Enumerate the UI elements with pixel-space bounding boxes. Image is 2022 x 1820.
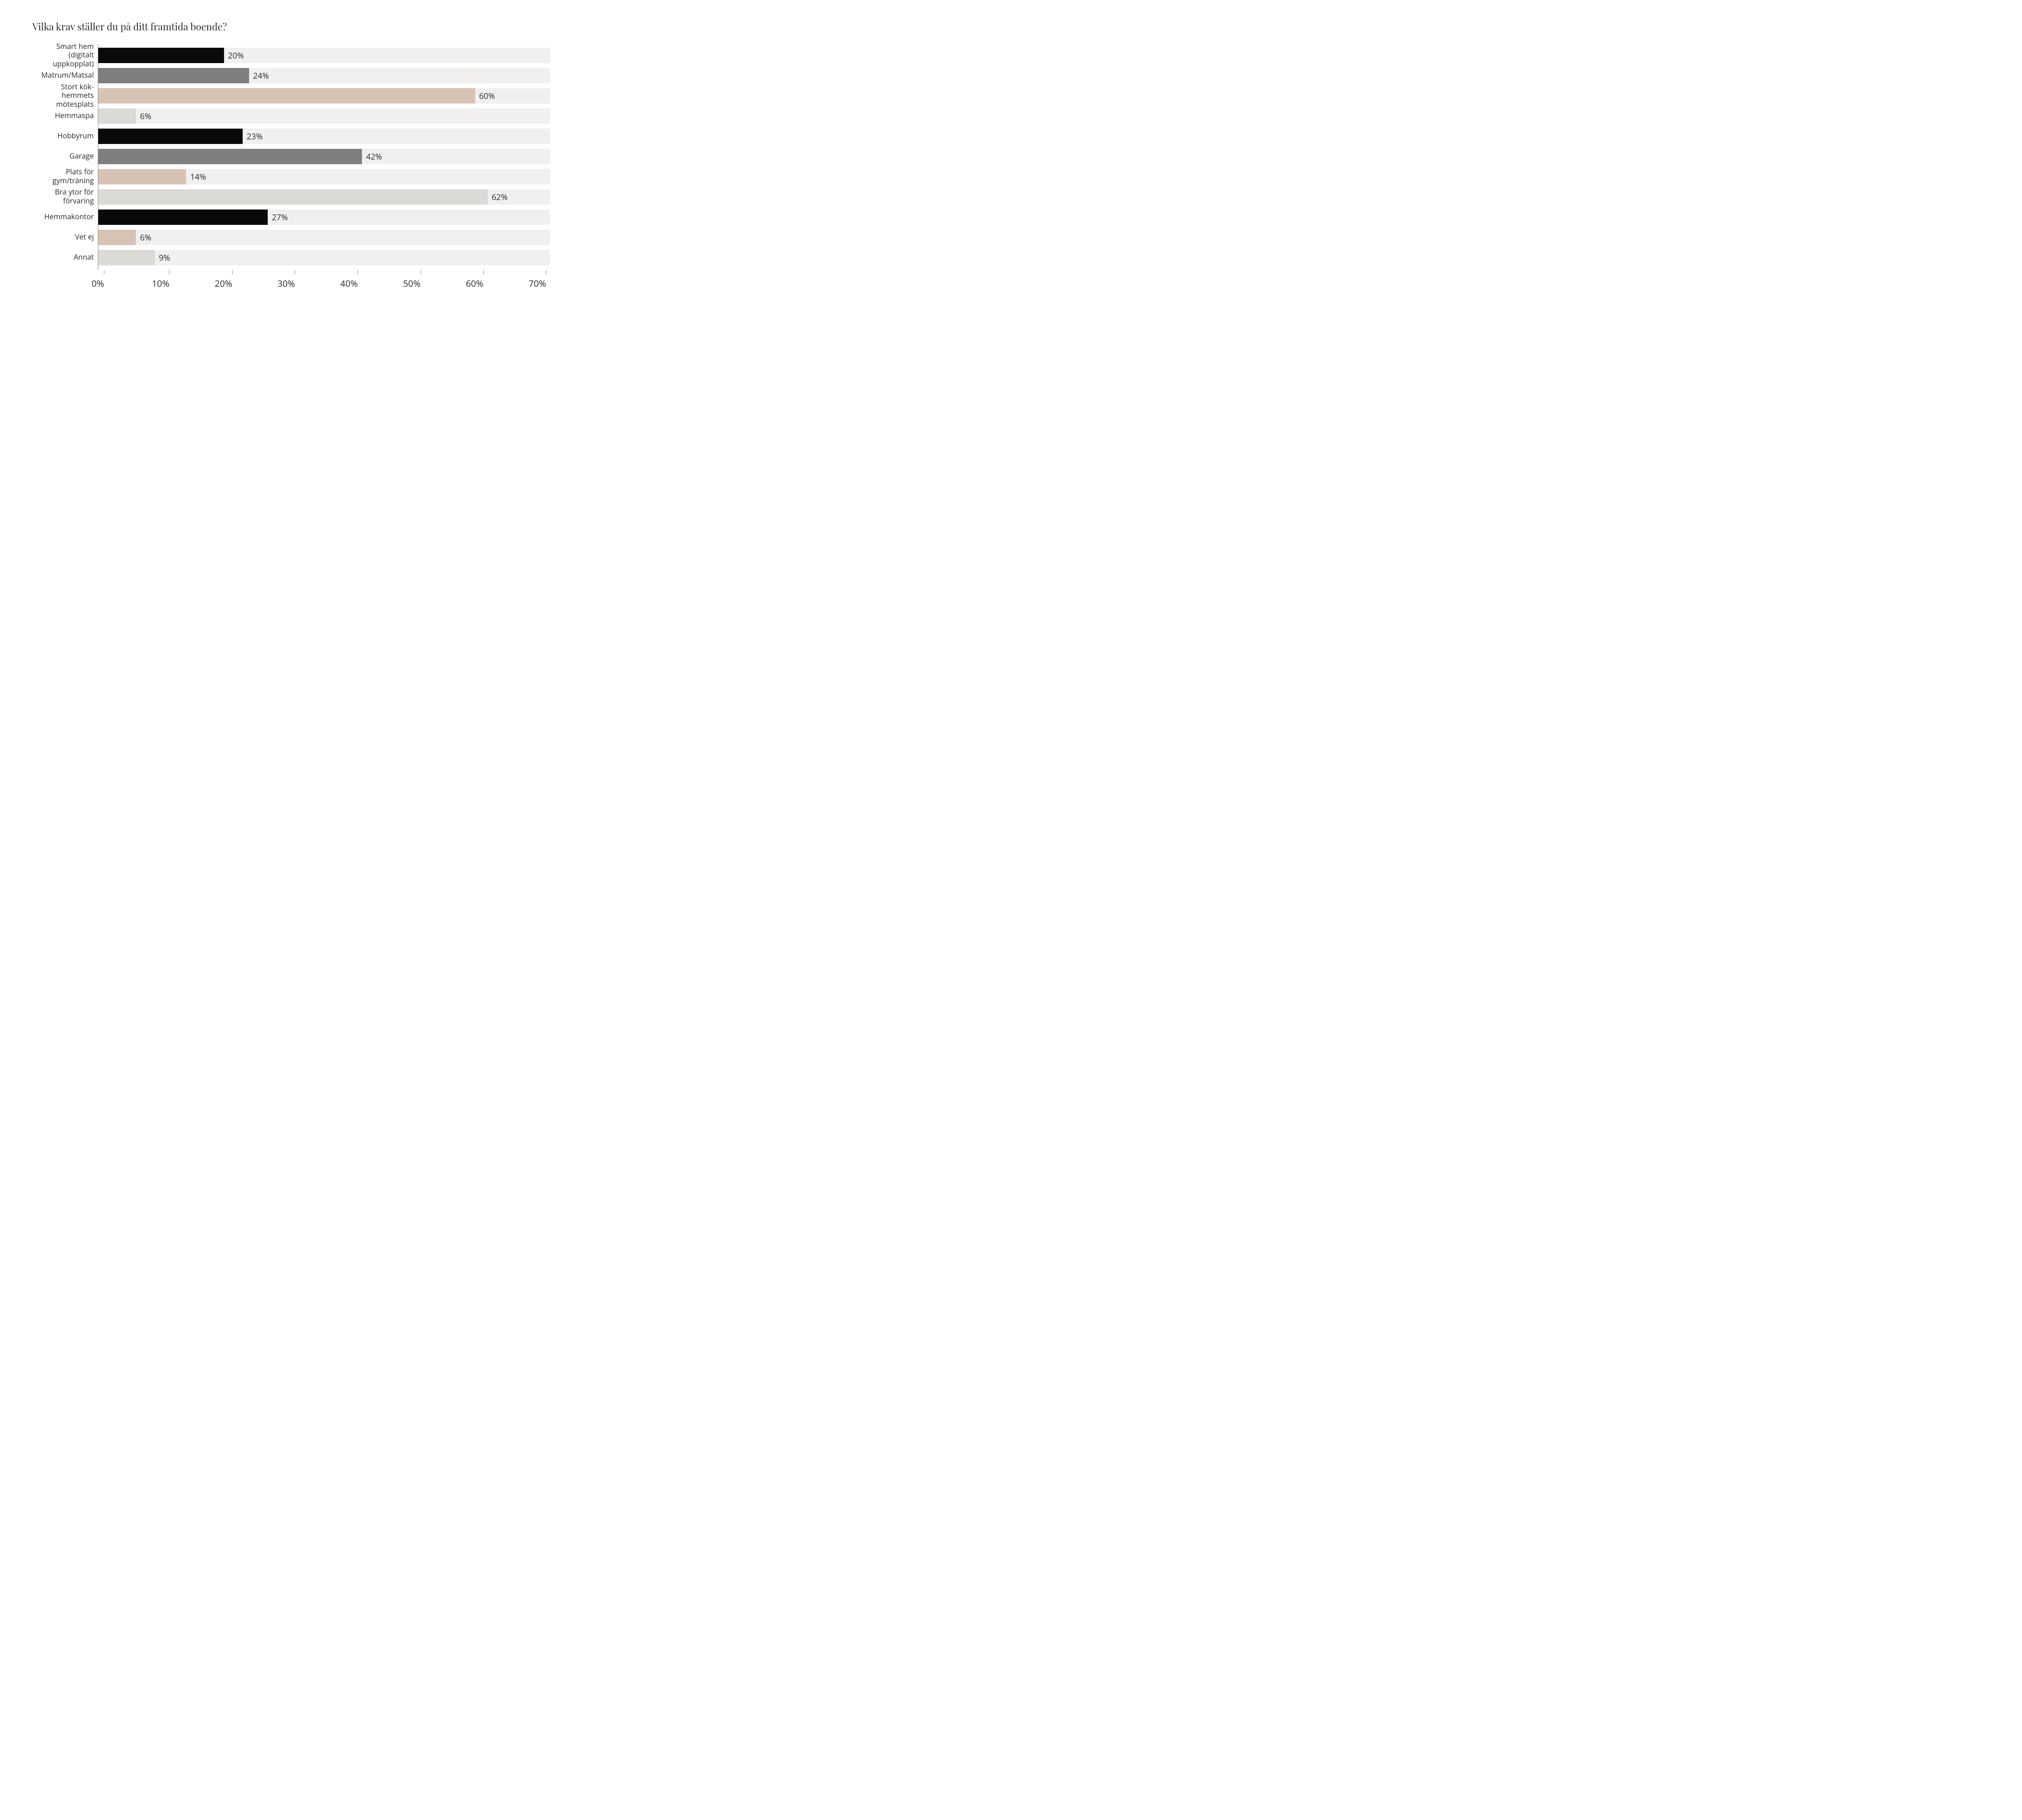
x-tick: 10% (161, 270, 178, 290)
bar (98, 149, 362, 164)
bar-track: 6% (98, 108, 550, 124)
x-tick: 30% (286, 270, 304, 290)
bar (98, 230, 136, 245)
bar-value-label: 6% (140, 111, 151, 122)
x-tick-label: 50% (403, 277, 421, 290)
x-tick-mark (357, 270, 358, 274)
bar-value-label: 14% (190, 171, 206, 182)
x-tick-label: 0% (92, 277, 104, 290)
x-tick: 20% (224, 270, 241, 290)
bar-row: Plats för gym/träning 14% (32, 169, 550, 184)
bar (98, 169, 186, 184)
bar (98, 48, 224, 63)
bar-row: Hemmaspa 6% (32, 108, 550, 124)
bar-value-label: 23% (247, 131, 262, 142)
x-tick-mark (232, 270, 233, 274)
x-tick-label: 70% (529, 277, 546, 290)
category-label: Hobbyrum (32, 129, 94, 144)
category-label: Vet ej (32, 230, 94, 245)
bar-row: Vet ej 6% (32, 230, 550, 245)
bar-row: Hobbyrum 23% (32, 129, 550, 144)
bar (98, 189, 488, 205)
bar-value-label: 42% (366, 151, 382, 162)
bar-row: Annat 9% (32, 250, 550, 265)
bar-value-label: 6% (140, 232, 151, 243)
bar-track: 20% (98, 48, 550, 63)
bar (98, 210, 268, 225)
category-label: Matrum/Matsal (32, 68, 94, 83)
category-label: Smart hem (digitalt uppkopplat) (32, 48, 94, 63)
bar-track: 27% (98, 210, 550, 225)
bar-row: Matrum/Matsal 24% (32, 68, 550, 83)
category-label: Bra ytor för förvaring (32, 189, 94, 205)
x-tick-label: 20% (215, 277, 232, 290)
x-tick-label: 30% (277, 277, 295, 290)
category-label: Hemmaspa (32, 108, 94, 124)
bar-track: 62% (98, 189, 550, 205)
bar-track: 9% (98, 250, 550, 265)
bar-value-label: 20% (228, 50, 244, 61)
bar-value-label: 9% (159, 252, 170, 263)
bar (98, 250, 155, 265)
category-label: Stort kök-hemmets mötesplats (32, 88, 94, 104)
bar-row: Stort kök-hemmets mötesplats 60% (32, 88, 550, 104)
chart-title: Vilka krav ställer du på ditt framtida b… (32, 20, 227, 33)
bar-value-label: 62% (492, 192, 508, 203)
x-tick: 40% (349, 270, 366, 290)
bar (98, 68, 249, 83)
category-label: Garage (32, 149, 94, 164)
bar-value-label: 27% (272, 212, 288, 223)
bar-track: 14% (98, 169, 550, 184)
x-tick-label: 10% (152, 277, 169, 290)
x-tick: 60% (475, 270, 492, 290)
bar-track: 24% (98, 68, 550, 83)
category-label: Hemmakontor (32, 210, 94, 225)
bar-row: Bra ytor för förvaring 62% (32, 189, 550, 205)
bar-track: 60% (98, 88, 550, 104)
x-tick-mark (483, 270, 484, 274)
bar (98, 88, 475, 104)
bar-track: 6% (98, 230, 550, 245)
x-tick-label: 40% (340, 277, 357, 290)
page: Vilka krav ställer du på ditt framtida b… (0, 0, 582, 328)
x-tick: 70% (537, 270, 555, 290)
bar-track: 23% (98, 129, 550, 144)
bar (98, 108, 136, 124)
bar-row: Smart hem (digitalt uppkopplat) 20% (32, 48, 550, 63)
bar-value-label: 24% (253, 70, 269, 81)
bar-row: Hemmakontor 27% (32, 210, 550, 225)
x-tick: 0% (98, 270, 110, 290)
x-tick: 50% (412, 270, 429, 290)
bar-row: Garage 42% (32, 149, 550, 164)
bar (98, 129, 243, 144)
category-label: Plats för gym/träning (32, 169, 94, 184)
x-tick-label: 60% (466, 277, 483, 290)
bar-value-label: 60% (479, 91, 495, 102)
bar-track: 42% (98, 149, 550, 164)
category-label: Annat (32, 250, 94, 265)
chart: Smart hem (digitalt uppkopplat) 20% Matrum… (32, 44, 550, 303)
